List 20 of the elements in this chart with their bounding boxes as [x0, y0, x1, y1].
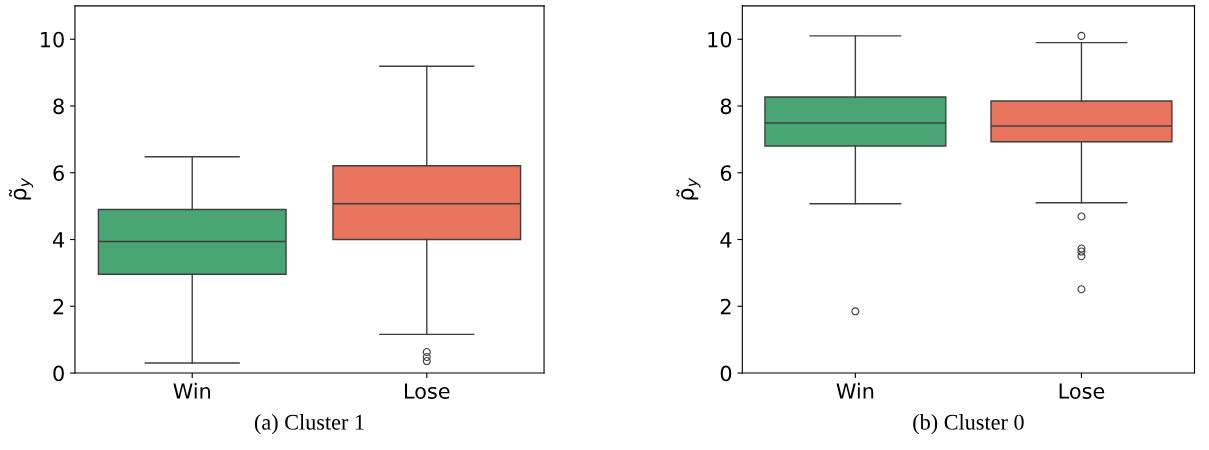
x-tick-label: Win: [836, 382, 874, 399]
y-tick-label: 0: [720, 365, 732, 382]
text: (a) Cluster 1: [254, 414, 364, 435]
y-tick-label: 0: [53, 365, 64, 382]
y-axis-title: ρ̃$_{y}$: [8, 177, 34, 200]
y-axis-title: ρ̃$_{y}$: [676, 177, 701, 200]
x-tick-label: Lose: [404, 383, 450, 399]
y-tick-label: 8: [720, 98, 732, 115]
y-tick-label: 2: [720, 298, 731, 315]
y-tick-label: 6: [53, 165, 64, 181]
y-tick-label: 8: [53, 98, 64, 115]
x-tick-label: Win: [173, 382, 211, 399]
y-tick-label: 6: [720, 165, 732, 181]
y-tick-label: 4: [53, 232, 65, 248]
y-tick-label: 2: [53, 298, 64, 315]
x-tick-label: Lose: [1059, 383, 1105, 399]
y-tick-label: 4: [720, 232, 732, 248]
y-tick-label: 10: [41, 31, 64, 48]
y-tick-label: 10: [708, 31, 732, 48]
text: (b) Cluster 0: [913, 414, 1024, 435]
